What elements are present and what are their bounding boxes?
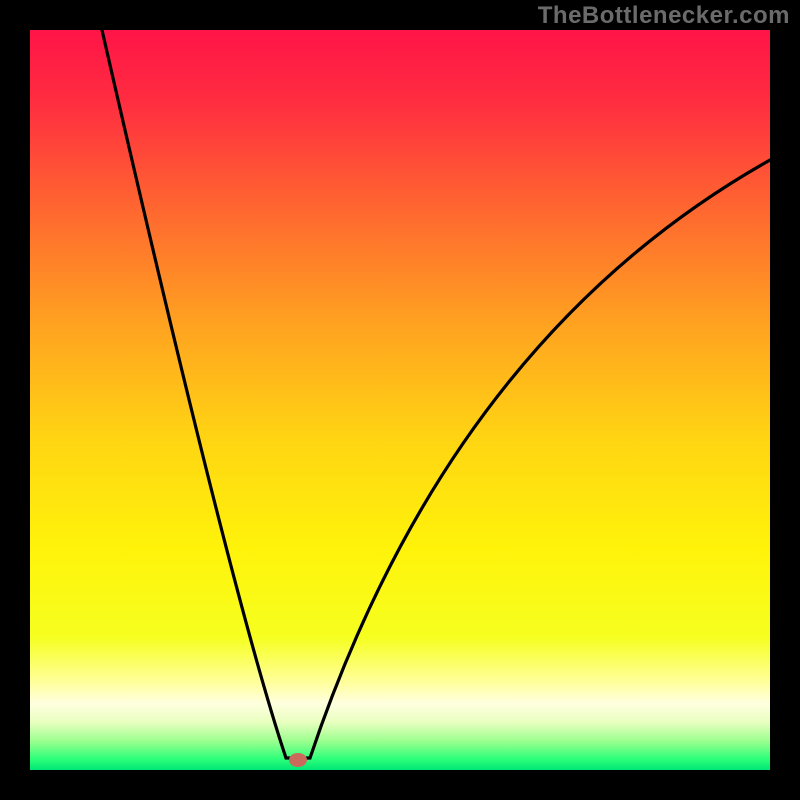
optimum-marker [289, 753, 307, 767]
curve-svg [30, 30, 770, 770]
bottleneck-curve [102, 30, 770, 758]
chart-container: TheBottlenecker.com [0, 0, 800, 800]
watermark-text: TheBottlenecker.com [538, 2, 790, 30]
plot-area [30, 30, 770, 770]
